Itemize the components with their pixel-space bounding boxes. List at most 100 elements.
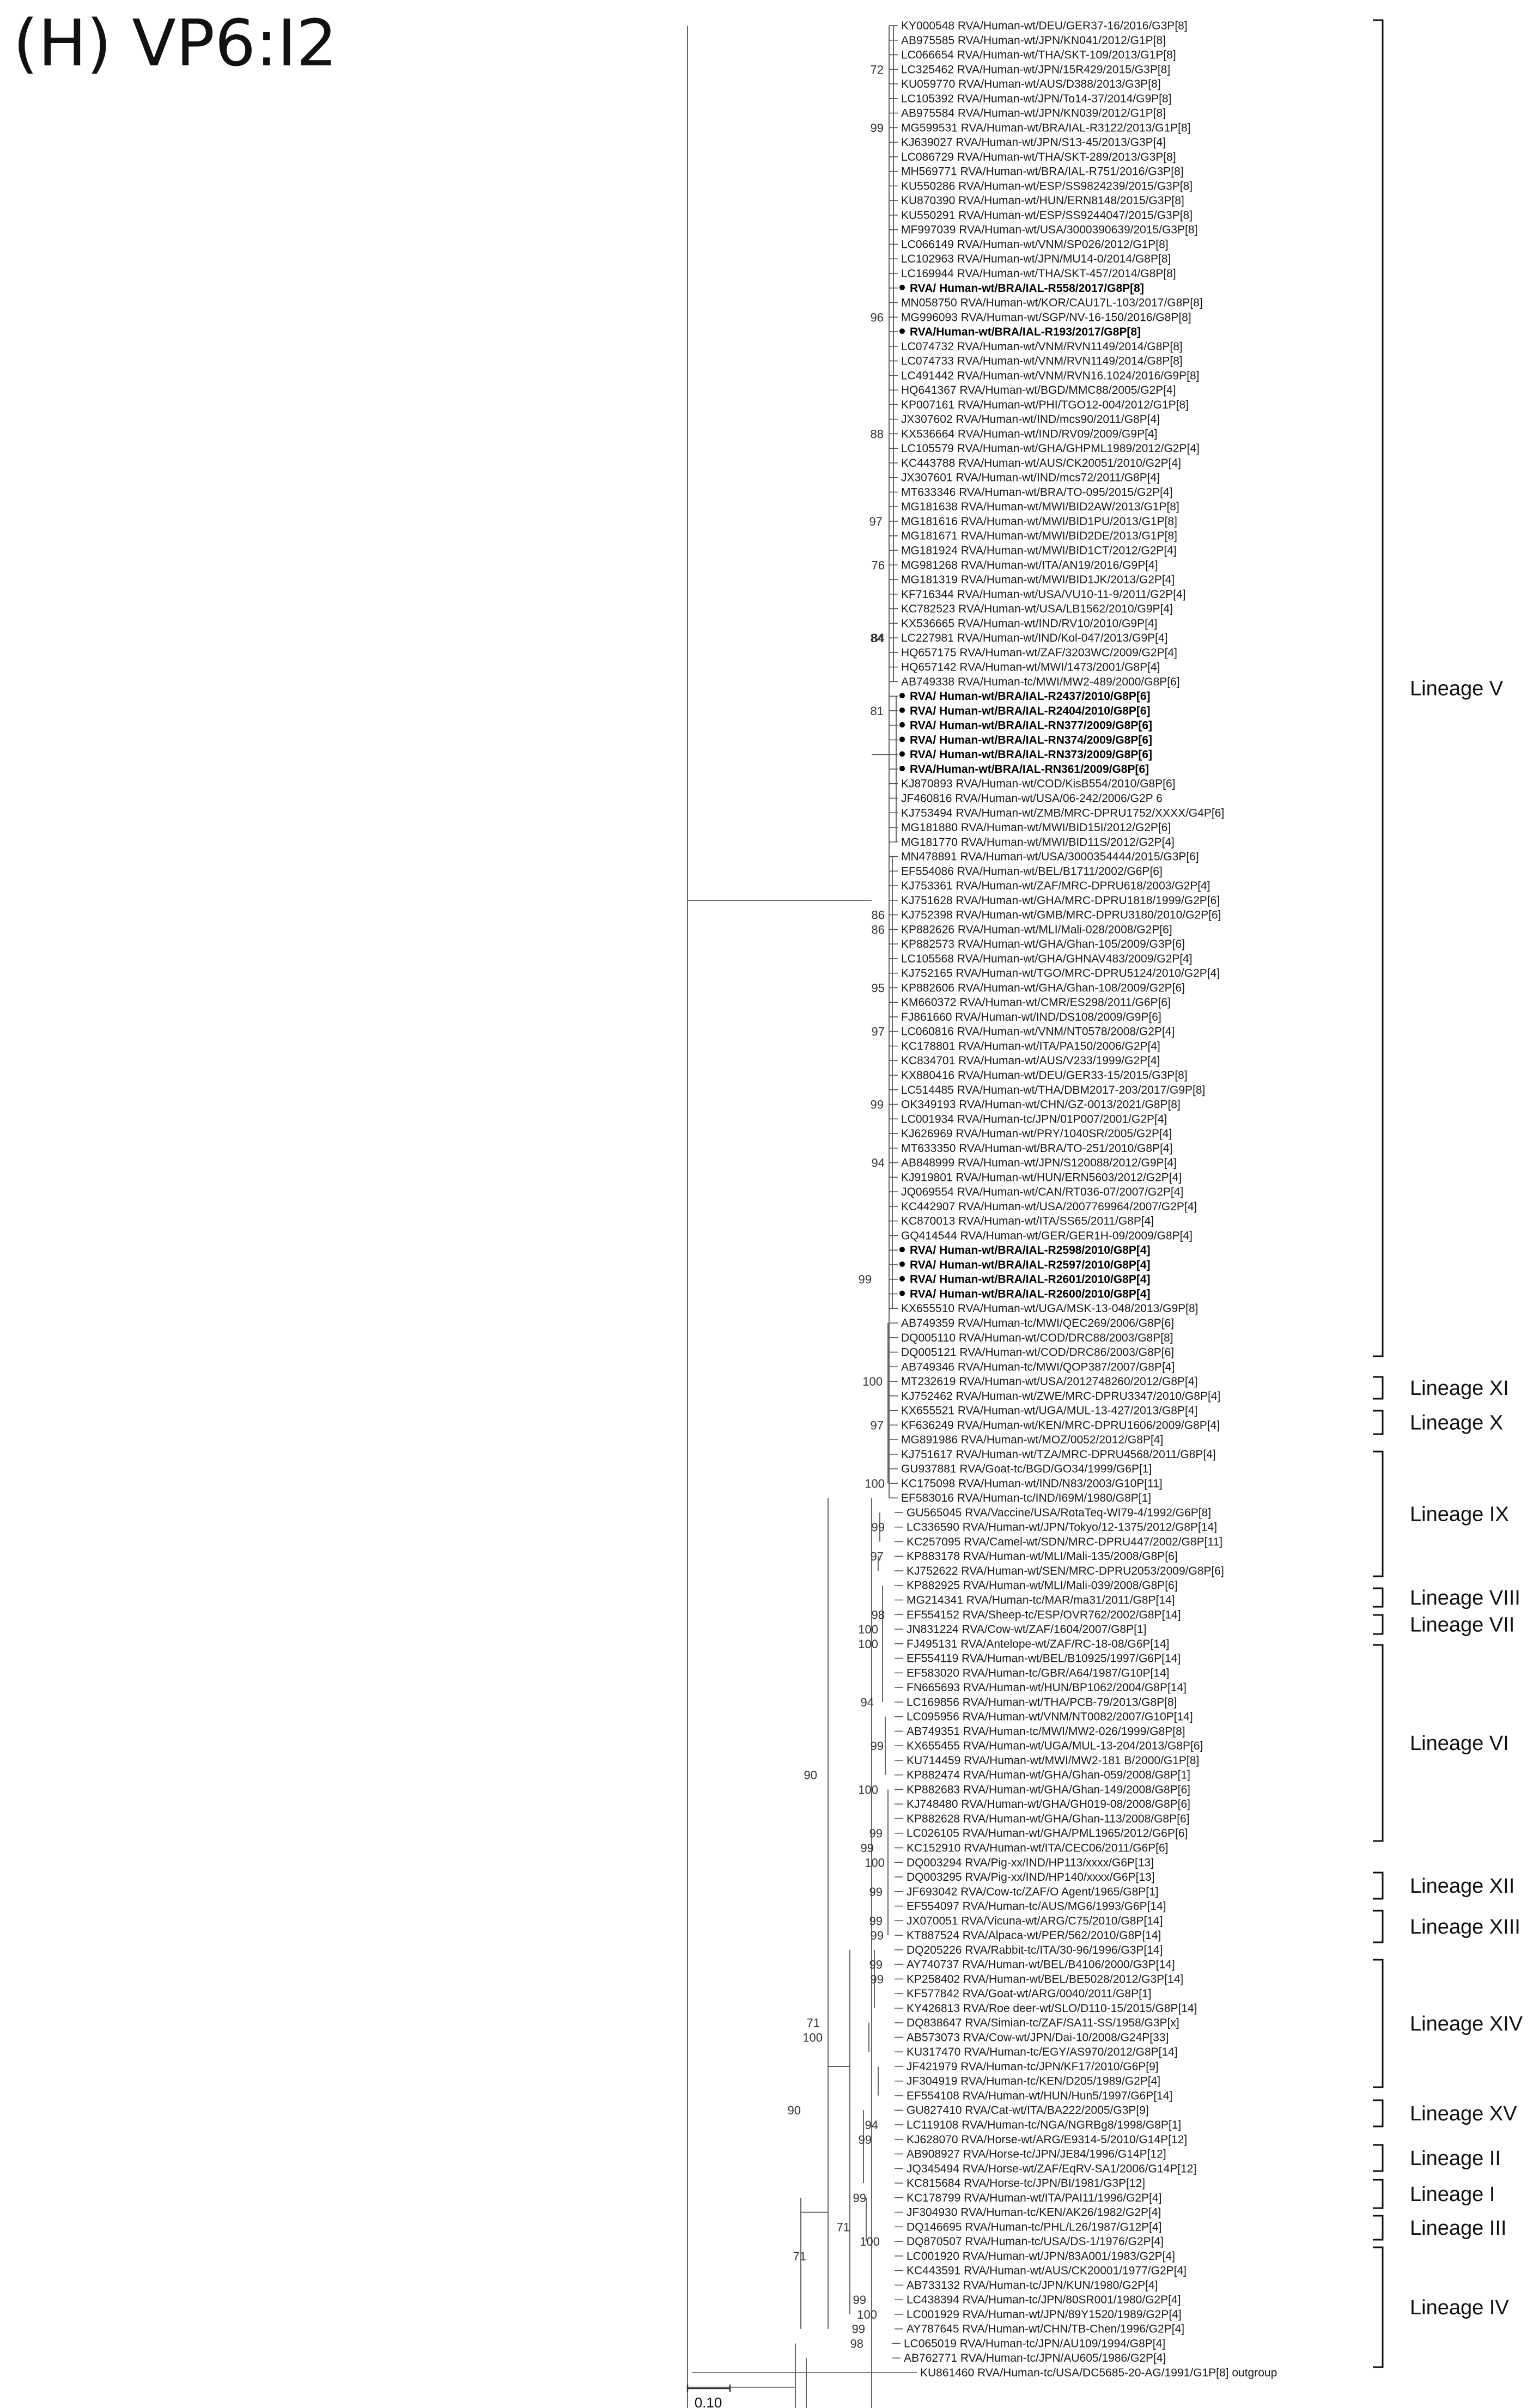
bootstrap-value: 100 <box>858 1623 878 1636</box>
bootstrap-value: 84 <box>871 631 884 645</box>
taxon-label: GU937881 RVA/Goat-tc/BGD/GO34/1999/G6P[1… <box>901 1463 1152 1476</box>
taxon-label: KX536664 RVA/Human-wt/IND/RV09/2009/G9P[… <box>901 428 1157 440</box>
taxon-label: JQ069554 RVA/Human-wt/CAN/RT036-07/2007/… <box>901 1186 1183 1198</box>
taxon-label: FJ861660 RVA/Human-wt/IND/DS108/2009/G9P… <box>901 1011 1161 1023</box>
taxon-label: AB749359 RVA/Human-tc/MWI/QEC269/2006/G8… <box>901 1317 1174 1330</box>
lineage-label: Lineage XIII <box>1410 1916 1520 1938</box>
highlight-dot-icon <box>899 284 905 290</box>
highlight-dot-icon <box>899 328 905 334</box>
taxon-label: LC227981 RVA/Human-wt/IND/Kol-047/2013/G… <box>901 632 1168 644</box>
highlight-dot-icon <box>899 1276 905 1282</box>
bootstrap-value: 100 <box>865 1477 885 1490</box>
taxon-label: KX655455 RVA/Human-wt/UGA/MUL-13-204/201… <box>907 1740 1203 1752</box>
taxon-label: MG996093 RVA/Human-wt/SGP/NV-16-150/2016… <box>901 311 1191 324</box>
taxon-label: DQ005121 RVA/Human-wt/COD/DRC86/2003/G8P… <box>901 1346 1174 1359</box>
taxon-label: KJ748480 RVA/Human-wt/GHA/GH019-08/2008/… <box>907 1798 1190 1810</box>
taxon-label: MG181924 RVA/Human-wt/MWI/BID1CT/2012/G2… <box>901 545 1177 557</box>
taxon-label: LC105568 RVA/Human-wt/GHA/GHNAV483/2009/… <box>901 953 1193 965</box>
taxon-label: HQ657175 RVA/Human-wt/ZAF/3203WC/2009/G2… <box>901 647 1177 659</box>
lineage-label: Lineage VII <box>1410 1614 1514 1637</box>
taxon-label: KC178801 RVA/Human-wt/ITA/PA150/2006/G2P… <box>901 1040 1160 1052</box>
taxon-label: MG214341 RVA/Human-tc/MAR/ma31/2011/G8P[… <box>907 1594 1175 1607</box>
bootstrap-value: 99 <box>852 2322 865 2336</box>
taxon-label: DQ205226 RVA/Rabbit-tc/ITA/30-96/1996/G3… <box>907 1944 1163 1956</box>
taxon-label: LC001934 RVA/Human-tc/JPN/01P007/2001/G2… <box>901 1113 1167 1125</box>
taxon-label: MT232619 RVA/Human-wt/USA/2012748260/201… <box>901 1375 1197 1388</box>
taxon-label: LC095956 RVA/Human-wt/VNM/NT0082/2007/G1… <box>907 1711 1193 1723</box>
bootstrap-value: 99 <box>871 1098 884 1112</box>
taxon-label: MG181616 RVA/Human-wt/MWI/BID1PU/2013/G1… <box>901 515 1177 528</box>
taxon-label: AB749338 RVA/Human-tc/MWI/MW2-489/2000/G… <box>901 675 1180 688</box>
taxon-label: KP258402 RVA/Human-wt/BEL/BE5028/2012/G3… <box>907 1973 1183 1985</box>
bootstrap-value: 99 <box>869 1827 883 1840</box>
bootstrap-value: 100 <box>862 1375 883 1388</box>
taxon-label: KC442907 RVA/Human-wt/USA/2007769964/200… <box>901 1200 1197 1213</box>
taxon-label: FJ495131 RVA/Antelope-wt/ZAF/RC-18-08/G6… <box>907 1638 1169 1650</box>
taxon-label: AB749346 RVA/Human-tc/MWI/QOP387/2007/G8… <box>901 1361 1175 1373</box>
highlight-dot-icon <box>899 693 905 699</box>
taxon-label: KC782523 RVA/Human-wt/USA/LB1562/2010/G9… <box>901 603 1173 615</box>
taxon-label: MG981268 RVA/Human-wt/ITA/AN19/2016/G9P[… <box>901 559 1158 571</box>
taxon-label: KU059770 RVA/Human-wt/AUS/D388/2013/G3P[… <box>901 78 1161 90</box>
taxon-label: GU565045 RVA/Vaccine/USA/RotaTeq-WI79-4/… <box>907 1507 1211 1519</box>
taxon-label: JX307601 RVA/Human-wt/IND/mcs72/2011/G8P… <box>901 472 1160 484</box>
taxon-label: LC001929 RVA/Human-wt/JPN/89Y1520/1989/G… <box>907 2308 1182 2321</box>
taxon-label: RVA/ Human-wt/BRA/IAL-RN374/2009/G8P[6] <box>910 734 1152 746</box>
taxon-label: KY000548 RVA/Human-wt/DEU/GER37-16/2016/… <box>901 20 1188 32</box>
taxon-label: JQ345494 RVA/Horse-wt/ZAF/EqRV-SA1/2006/… <box>907 2162 1196 2175</box>
scale-bar: 0.10 <box>686 2385 731 2408</box>
taxon-label: KU317470 RVA/Human-tc/EGY/AS970/2012/G8P… <box>907 2046 1178 2058</box>
taxon-label: OK349193 RVA/Human-wt/CHN/GZ-0013/2021/G… <box>901 1099 1181 1111</box>
taxon-label: JF460816 RVA/Human-wt/USA/06-242/2006/G2… <box>901 792 1163 804</box>
taxon-label: LC066149 RVA/Human-wt/VNM/SP026/2012/G1P… <box>901 238 1169 251</box>
taxon-label: AB908927 RVA/Horse-tc/JPN/JE84/1996/G14P… <box>907 2148 1166 2161</box>
lineage-label: Lineage I <box>1410 2183 1495 2206</box>
bootstrap-value: 71 <box>793 2250 806 2263</box>
bootstrap-value: 99 <box>871 121 884 135</box>
taxon-label: KC870013 RVA/Human-wt/ITA/SS65/2011/G8P[… <box>901 1215 1154 1228</box>
taxon-label: KU714459 RVA/Human-wt/MWI/MW2-181 B/2000… <box>907 1754 1199 1767</box>
lineage-bracket <box>1373 2179 1384 2209</box>
lineage-label: Lineage X <box>1410 1412 1503 1435</box>
taxon-label: KX536665 RVA/Human-wt/IND/RV10/2010/G9P[… <box>901 617 1157 630</box>
taxon-label: KC175098 RVA/Human-wt/IND/N83/2003/G10P[… <box>901 1477 1163 1490</box>
lineage-label: Lineage III <box>1410 2217 1506 2240</box>
taxon-label: AB733132 RVA/Human-tc/JPN/KUN/1980/G2P[4… <box>907 2279 1158 2291</box>
taxon-label: KJ752398 RVA/Human-wt/GMB/MRC-DPRU3180/2… <box>901 909 1221 922</box>
taxon-label: AB762771 RVA/Human-tc/JPN/AU605/1986/G2P… <box>904 2352 1166 2364</box>
lineage-label: Lineage II <box>1410 2147 1501 2170</box>
scale-bar-label: 0.10 <box>695 2394 722 2408</box>
taxon-label: DQ146695 RVA/Human-tc/PHL/L26/1987/G12P[… <box>907 2221 1162 2233</box>
taxon-label: LC001920 RVA/Human-wt/JPN/83A001/1983/G2… <box>907 2250 1175 2263</box>
taxon-label: LC169944 RVA/Human-wt/THA/SKT-457/2014/G… <box>901 267 1176 280</box>
taxon-label: LC514485 RVA/Human-wt/THA/DBM2017-203/20… <box>901 1084 1205 1096</box>
taxon-label: LC105392 RVA/Human-wt/JPN/To14-37/2014/G… <box>901 93 1172 105</box>
taxon-label: KP882626 RVA/Human-wt/MLI/Mali-028/2008/… <box>901 923 1172 936</box>
taxon-label: MT633346 RVA/Human-wt/BRA/TO-095/2015/G2… <box>901 486 1172 498</box>
taxon-label: KP007161 RVA/Human-wt/PHI/TGO12-004/2012… <box>901 399 1189 411</box>
bootstrap-value: 100 <box>858 1637 878 1651</box>
lineage-bracket <box>1373 1410 1384 1435</box>
taxon-label: AB975584 RVA/Human-wt/JPN/KN039/2012/G1P… <box>901 107 1166 120</box>
taxon-label: RVA/ Human-wt/BRA/IAL-R2437/2010/G8P[6] <box>910 690 1151 703</box>
taxon-label: MG181770 RVA/Human-wt/MWI/BID11S/2012/G2… <box>901 836 1175 849</box>
taxon-label: HQ641367 RVA/Human-wt/BGD/MMC88/2005/G2P… <box>901 384 1176 397</box>
taxon-label: MH569771 RVA/Human-wt/BRA/IAL-R751/2016/… <box>901 166 1184 178</box>
lineage-bracket <box>1373 19 1384 1357</box>
taxon-label: EF554086 RVA/Human-wt/BEL/B1711/2002/G6P… <box>901 865 1163 877</box>
taxon-label: KX655510 RVA/Human-wt/UGA/MSK-13-048/201… <box>901 1302 1199 1315</box>
taxon-label: KJ628070 RVA/Horse-wt/ARG/E9314-5/2010/G… <box>907 2133 1187 2146</box>
bootstrap-value: 94 <box>865 2118 878 2132</box>
taxon-label: KC815684 RVA/Horse-tc/JPN/BI/1981/G3P[12… <box>907 2177 1145 2190</box>
bootstrap-value: 88 <box>871 427 884 441</box>
taxon-label: MG181319 RVA/Human-wt/MWI/BID1JK/2013/G2… <box>901 574 1175 586</box>
bootstrap-value: 96 <box>871 310 884 324</box>
taxon-label: LC102963 RVA/Human-wt/JPN/MU14-0/2014/G8… <box>901 253 1171 265</box>
bootstrap-value: 97 <box>871 1550 884 1563</box>
taxon-label: KP882683 RVA/Human-wt/GHA/Ghan-149/2008/… <box>907 1783 1190 1796</box>
lineage-bracket <box>1373 1376 1384 1400</box>
lineage-bracket <box>1373 2099 1384 2127</box>
bootstrap-value: 81 <box>871 704 884 718</box>
taxon-label: EF554119 RVA/Human-wt/BEL/B10925/1997/G6… <box>907 1653 1181 1665</box>
